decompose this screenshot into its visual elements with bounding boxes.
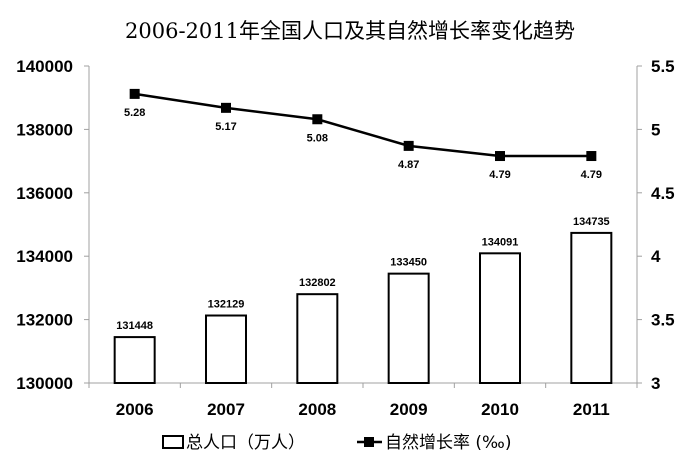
left-tick-label: 136000 [16, 184, 73, 203]
series-line [134, 92, 592, 158]
bar-data-label: 132129 [208, 299, 245, 311]
line-marker [129, 88, 140, 99]
right-tick-label: 5 [651, 120, 660, 139]
line-marker [221, 102, 231, 113]
bar [387, 272, 430, 385]
right-tick-label: 5.5 [651, 57, 675, 76]
right-tick-label: 4 [651, 247, 661, 266]
line-data-label: 5.17 [215, 121, 236, 133]
left-tick-label: 140000 [16, 57, 73, 76]
line-data-label: 4.79 [581, 169, 602, 181]
bar [205, 314, 247, 385]
x-tick-label: 2006 [116, 400, 154, 419]
line-data-label: 4.79 [489, 169, 510, 181]
line-data-label: 4.87 [398, 159, 419, 171]
left-tick-label: 130000 [16, 374, 73, 393]
bar [570, 231, 613, 384]
left-tick-label: 138000 [16, 120, 73, 139]
right-tick-label: 3 [651, 374, 660, 393]
bar [479, 252, 521, 384]
bar-data-label: 131448 [116, 320, 153, 332]
legend-line-marker [364, 437, 374, 447]
x-tick-label: 2008 [298, 400, 336, 419]
line-marker [403, 140, 414, 151]
bar [113, 336, 156, 384]
chart-title: 2006-2011年全国人口及其自然增长率变化趋势 [125, 19, 575, 43]
legend-line-label: 自然增长率 (‰) [385, 433, 511, 453]
line-data-label: 5.28 [124, 107, 145, 119]
legend-bar-label: 总人口（万人） [186, 433, 305, 453]
x-tick-label: 2009 [390, 400, 428, 419]
x-tick-label: 2007 [207, 400, 245, 419]
line-data-label: 5.08 [307, 132, 328, 144]
bar-data-label: 132802 [299, 277, 336, 289]
x-tick-label: 2011 [573, 400, 610, 419]
line-marker [495, 151, 505, 162]
line-marker [312, 114, 323, 125]
left-tick-label: 132000 [16, 311, 73, 330]
bar-data-label: 134091 [482, 236, 519, 248]
bar [296, 293, 339, 385]
bar-data-label: 133450 [390, 257, 427, 269]
line-marker [586, 151, 597, 162]
legend-bar-swatch [162, 435, 184, 449]
bar-data-label: 134735 [573, 216, 610, 228]
right-tick-label: 3.5 [651, 311, 675, 330]
left-tick-label: 134000 [16, 247, 73, 266]
legend: 总人口（万人） 自然增长率 (‰) [162, 433, 511, 453]
right-tick-label: 4.5 [651, 184, 675, 203]
x-tick-label: 2010 [481, 400, 519, 419]
